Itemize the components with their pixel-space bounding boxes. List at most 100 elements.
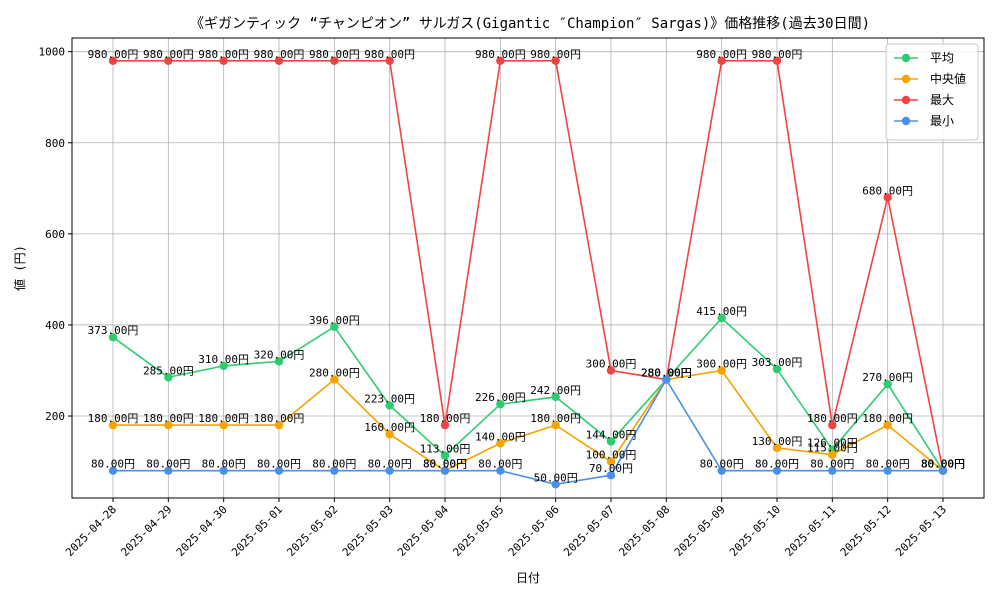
x-axis-label: 日付 <box>516 571 540 585</box>
grid-layer <box>72 38 984 498</box>
data-point <box>274 56 284 65</box>
data-point <box>606 437 616 446</box>
data-point <box>938 466 948 475</box>
data-point <box>606 471 616 480</box>
x-tick-label: 2025-05-11 <box>782 503 838 559</box>
data-point <box>717 466 726 475</box>
x-tick-label: 2025-04-29 <box>118 503 174 559</box>
x-tick-label: 2025-05-04 <box>395 503 451 559</box>
data-point <box>440 420 450 430</box>
data-point <box>164 373 173 382</box>
data-point <box>274 357 284 366</box>
data-label: 80.00円 <box>810 458 854 471</box>
data-point <box>274 466 284 475</box>
data-label: 415.00円 <box>696 305 747 318</box>
data-label: 980.00円 <box>143 48 194 61</box>
data-label: 80.00円 <box>755 458 799 471</box>
data-label: 180.00円 <box>88 412 139 425</box>
data-label: 80.00円 <box>866 458 910 471</box>
chart-title: 《ギガンティック “チャンピオン” サルガス(Gigantic ″Champio… <box>190 16 870 32</box>
data-point <box>772 466 782 475</box>
data-point <box>385 466 394 475</box>
data-label: 144.00円 <box>586 429 637 442</box>
data-point <box>164 420 173 430</box>
data-point <box>662 375 671 384</box>
data-label: 980.00円 <box>364 48 415 61</box>
data-point <box>772 364 782 374</box>
legend-item: 平均 <box>894 51 954 65</box>
data-point <box>274 420 284 430</box>
data-label: 320.00円 <box>254 348 305 361</box>
data-label: 180.00円 <box>143 412 194 425</box>
data-point <box>606 457 616 466</box>
x-tick-label: 2025-05-07 <box>561 503 617 559</box>
data-label: 140.00円 <box>475 430 526 443</box>
data-point <box>883 193 892 202</box>
legend-item: 最大 <box>894 93 954 107</box>
data-label: 980.00円 <box>254 48 305 61</box>
plot-area <box>71 37 985 499</box>
data-label: 980.00円 <box>198 48 249 61</box>
y-axis-label: 値 (円) <box>12 245 27 291</box>
data-label: 396.00円 <box>309 314 360 327</box>
data-point <box>219 420 228 430</box>
data-label: 280.00円 <box>641 367 692 380</box>
series-line <box>113 59 944 471</box>
series-line <box>113 378 943 486</box>
data-label: 223.00円 <box>364 393 415 406</box>
data-label: 280.00円 <box>641 367 692 380</box>
data-label: 130.00円 <box>752 435 803 448</box>
data-label: 80.00円 <box>257 458 301 471</box>
x-tick-label: 2025-05-03 <box>340 503 396 559</box>
data-label: 80.00円 <box>478 458 522 471</box>
data-point <box>219 56 228 65</box>
data-point <box>330 375 339 384</box>
data-point <box>496 56 505 65</box>
tick-layer: 2025-04-28 2025-04-29 2025-04-30 2025-05-01… <box>39 46 950 559</box>
data-label: 126.00円 <box>807 437 858 450</box>
data-label: 80.00円 <box>921 458 965 471</box>
legend-box <box>885 43 979 141</box>
series-3 <box>108 375 948 489</box>
data-label: 300.00円 <box>586 357 637 370</box>
data-label: 285.00円 <box>143 364 194 377</box>
legend-label: 中央値 <box>930 71 966 86</box>
data-label: 180.00円 <box>254 412 305 425</box>
data-point <box>108 333 118 342</box>
data-label: 113.00円 <box>420 443 471 456</box>
legend-swatch-marker <box>901 74 911 84</box>
data-point <box>219 361 228 371</box>
data-point <box>330 322 339 331</box>
y-tick-label: 1000 <box>39 46 66 59</box>
data-point <box>717 313 726 323</box>
y-tick-label: 200 <box>45 410 65 423</box>
x-tick-label: 2025-05-10 <box>727 503 783 559</box>
series-line <box>112 316 944 472</box>
data-label: 80.00円 <box>312 458 356 471</box>
data-label: 280.00円 <box>641 367 692 380</box>
data-label: 80.00円 <box>423 458 467 471</box>
data-point <box>496 439 505 448</box>
data-label: 180.00円 <box>862 412 913 425</box>
data-point <box>883 420 892 430</box>
data-point <box>164 56 173 65</box>
data-point <box>496 466 505 475</box>
data-point <box>551 392 560 402</box>
data-point <box>883 379 892 389</box>
data-label: 980.00円 <box>696 48 747 61</box>
data-point <box>164 466 173 475</box>
data-point <box>440 451 450 460</box>
data-label: 80.00円 <box>91 458 135 471</box>
x-tick-label: 2025-05-02 <box>284 503 340 559</box>
data-label: 80.00円 <box>921 458 965 471</box>
legend-swatch-marker <box>901 116 911 126</box>
x-tick-label: 2025-05-06 <box>506 503 562 559</box>
y-tick-label: 400 <box>45 319 65 332</box>
data-label: 980.00円 <box>88 48 139 61</box>
x-tick-label: 2025-05-12 <box>838 503 894 559</box>
y-tick-label: 800 <box>45 137 65 150</box>
data-label: 980.00円 <box>475 48 526 61</box>
